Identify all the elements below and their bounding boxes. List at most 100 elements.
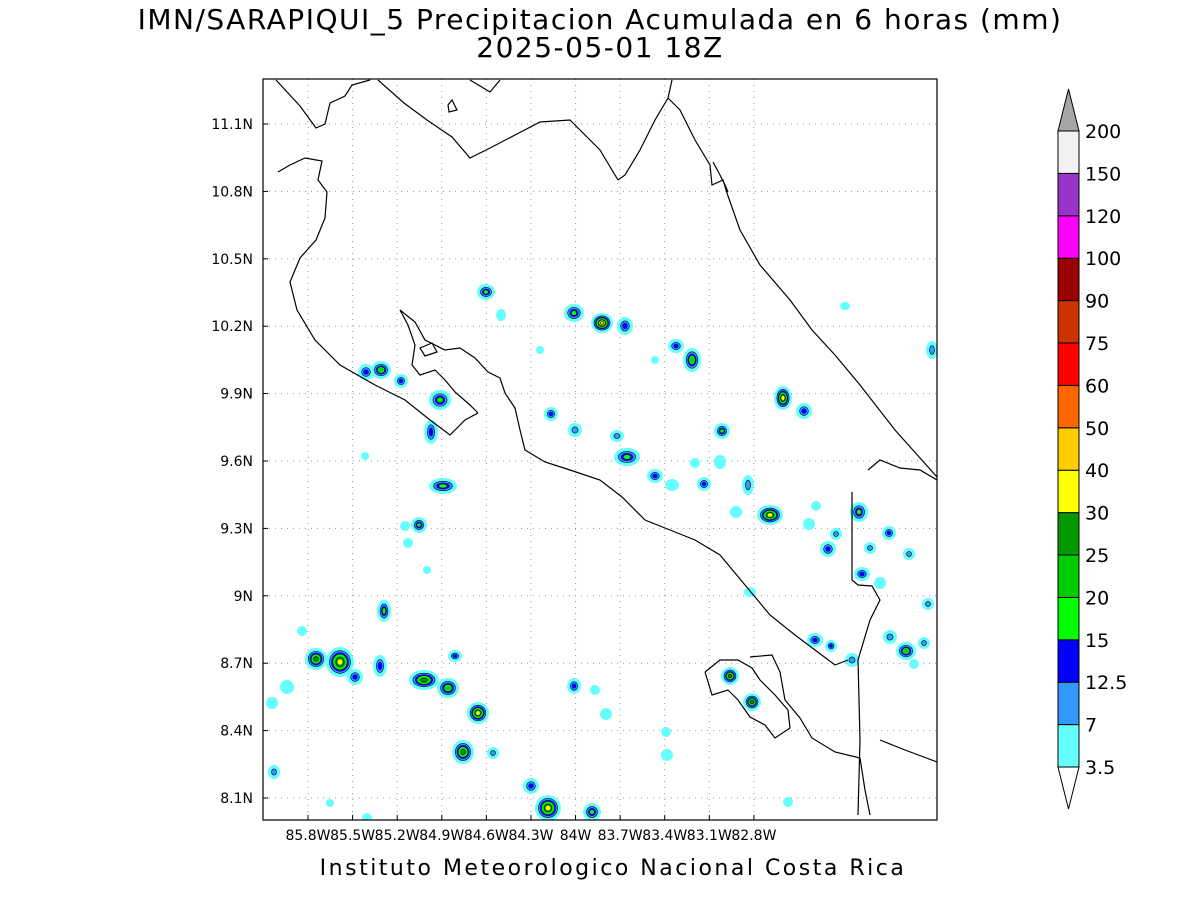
rain-contour-level [745,479,751,491]
lon-tick-label: 83.4W [642,828,687,844]
rain-contour-level [750,700,754,704]
rain-contour-level [589,809,595,815]
rain-contour-level [886,530,892,536]
colorbar-swatch [1057,215,1080,259]
rain-contour-level [361,452,369,460]
nicoya-north-coast [277,157,479,436]
institution-footer: Instituto Meteorologico Nacional Costa R… [319,856,907,881]
rain-contour-level [886,633,894,641]
rain-contour-level [590,685,600,695]
lat-tick-label: 9.9N [220,387,253,403]
rain-cell [583,803,601,820]
rain-cell [268,765,280,779]
rain-cell [280,680,294,694]
rain-cell [909,659,919,669]
rain-cell [883,630,897,644]
rain-contour-level [337,659,343,665]
rain-cell [394,374,408,388]
lat-tick-label: 8.1N [220,791,253,807]
rain-cell [697,477,711,491]
colorbar-swatch [1057,427,1080,471]
rain-cell [326,799,334,807]
rain-cell [714,423,730,439]
rain-contour-level [848,656,856,664]
rain-contour-level [925,601,931,607]
rain-cell [305,648,327,670]
colorbar-swatch [1057,512,1080,556]
lon-tick-label: 85.2W [375,828,420,844]
rain-cell [400,521,410,531]
rain-contour-level [570,310,578,316]
colorbar-level-label: 60 [1085,375,1109,397]
colorbar-level-label: 200 [1085,121,1121,143]
rain-cell [690,458,700,468]
colorbar-level-label: 12.5 [1085,672,1127,694]
rain-contour-level [690,458,700,468]
rain-contour-level [829,644,833,648]
rain-cell [757,505,783,525]
colorbar-swatch [1057,596,1080,641]
rain-cell [661,749,673,761]
colorbar-level-label: 30 [1085,503,1109,525]
rain-contour-level [548,411,554,417]
rain-contour-level [661,727,671,737]
rain-contour-level [906,551,912,557]
colorbar-level-label: 3.5 [1085,757,1115,779]
rain-cell [377,600,391,622]
rain-cell [617,317,633,335]
rain-contour-level [400,521,410,531]
colorbar-swatch [1057,130,1080,174]
rain-contour-level [326,799,334,807]
rain-cell [918,637,930,649]
colorbar-level-label: 120 [1085,206,1121,228]
caribbean-coast [617,79,673,181]
colorbar-level-label: 40 [1085,460,1109,482]
rain-contour-level [403,538,413,548]
rain-cell [448,650,462,662]
lon-tick-label: 84W [560,828,592,844]
rain-cell [721,667,739,685]
rain-cell [774,386,792,410]
rain-contour-level [673,343,679,349]
rain-cell [896,642,916,660]
rain-contour-level [812,637,818,643]
rain-contour-level [783,797,793,807]
rain-cell [411,517,427,533]
rain-contour-level [528,783,534,789]
colorbar-swatch [1057,384,1080,429]
colorbar-level-label: 50 [1085,418,1109,440]
rain-contour-level [545,805,551,811]
coastlines [275,79,937,816]
colorbar-swatch [1057,257,1080,302]
rain-cell [362,813,372,820]
lon-tick-label: 83.1W [687,828,732,844]
rain-contour-level [665,479,679,491]
rain-cell [807,633,823,647]
rain-contour-level [909,659,919,669]
rain-cell [523,778,539,794]
rain-contour-level [859,571,865,577]
longitude-tick-labels: 85.8W 85.5W 85.2W 84.9W 84.6W 84.3W 84W 83.7W 83… [285,815,777,844]
rain-contour-level [423,566,431,574]
rain-contour-level [297,626,307,636]
rain-cell [496,309,506,321]
rain-cell [926,341,937,359]
rain-contour-level [438,483,448,489]
rain-contour-level [378,368,384,372]
lon-tick-label: 84.3W [508,828,553,844]
rain-cell [610,430,624,442]
rain-contour-level [921,640,927,646]
colorbar-swatch [1057,639,1080,683]
rain-cell [882,526,896,540]
colorbar-swatch [1057,342,1080,386]
nicaragua-border-north [712,161,729,193]
colorbar-level-label: 15 [1085,630,1109,652]
rain-cell [371,361,391,379]
colorbar-swatch [1057,469,1080,514]
rain-contour-level [271,768,277,776]
rain-cell [429,478,457,494]
rain-cell [591,313,613,333]
panama-coast [867,459,937,763]
colorbar-swatch [1057,300,1080,344]
rain-contour-level [398,378,404,384]
